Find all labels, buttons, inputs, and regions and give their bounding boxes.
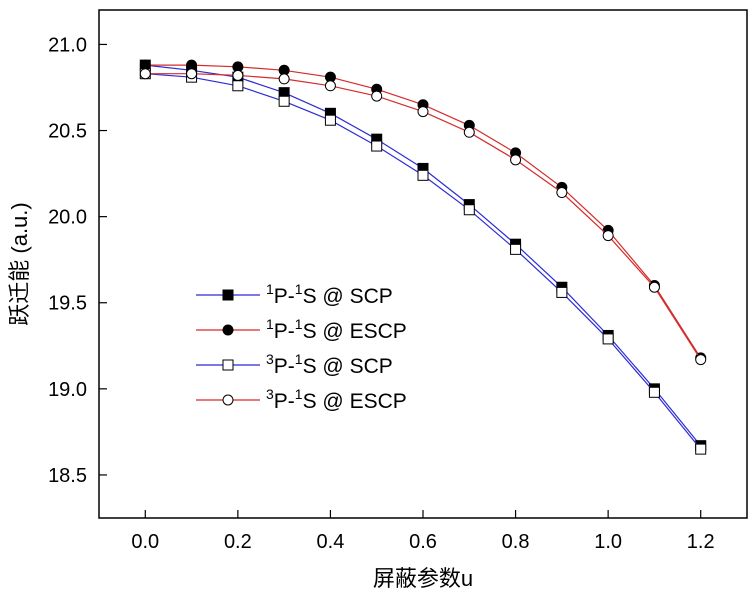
- data-point: [510, 154, 522, 166]
- data-point: [463, 126, 475, 138]
- data-point: [139, 68, 151, 80]
- legend-text: S @ ESCP: [303, 390, 407, 413]
- legend-superscript: 1: [295, 386, 303, 402]
- legend-superscript: 1: [295, 316, 303, 332]
- series-2: [139, 59, 707, 364]
- data-point: [556, 286, 568, 298]
- series-3: [139, 68, 707, 455]
- data-point: [371, 140, 383, 152]
- x-tick-label: 1.2: [687, 531, 715, 553]
- y-tick-label: 19.0: [48, 379, 87, 401]
- legend-label: 3P-1S @ ESCP: [266, 386, 407, 413]
- series-line: [145, 73, 702, 450]
- data-point: [417, 106, 429, 118]
- data-point: [695, 443, 707, 455]
- y-axis-title: 跃迁能 (a.u.): [7, 202, 32, 325]
- y-tick-label: 19.5: [48, 293, 87, 315]
- data-point: [232, 69, 244, 81]
- data-point: [602, 333, 614, 345]
- legend-superscript: 1: [295, 351, 303, 367]
- series-line: [145, 64, 702, 447]
- legend-text: P-: [274, 355, 295, 378]
- x-axis-title: 屏蔽参数u: [373, 566, 473, 591]
- data-point: [186, 68, 198, 80]
- data-point: [222, 289, 234, 301]
- legend-superscript: 1: [266, 316, 274, 332]
- legend-superscript: 3: [266, 351, 274, 367]
- legend-superscript: 1: [266, 281, 274, 297]
- legend-text: P-: [274, 320, 295, 343]
- data-point: [222, 324, 234, 336]
- data-point: [324, 80, 336, 92]
- x-tick-label: 1.0: [594, 531, 622, 553]
- legend-text: S @ SCP: [303, 355, 393, 378]
- legend-label: 1P-1S @ ESCP: [266, 316, 407, 343]
- data-point: [222, 394, 234, 406]
- data-point: [371, 90, 383, 102]
- legend-text: P-: [274, 285, 295, 308]
- legend-label: 3P-1S @ SCP: [266, 351, 393, 378]
- data-point: [556, 187, 568, 199]
- data-point: [648, 281, 660, 293]
- y-tick-label: 21.0: [48, 34, 87, 56]
- legend-item: 1P-1S @ ESCP: [196, 316, 407, 343]
- data-point: [602, 230, 614, 242]
- data-point: [324, 114, 336, 126]
- y-tick-label: 20.5: [48, 121, 87, 143]
- legend-text: S @ ESCP: [303, 320, 407, 343]
- data-point: [417, 169, 429, 181]
- legend-text: S @ SCP: [303, 285, 393, 308]
- x-tick-label: 0.8: [502, 531, 530, 553]
- data-point: [222, 359, 234, 371]
- legend-item: 3P-1S @ ESCP: [196, 386, 407, 413]
- data-point: [510, 243, 522, 255]
- data-point: [232, 80, 244, 92]
- series-layer: [139, 59, 707, 455]
- x-tick-label: 0.2: [224, 531, 252, 553]
- legend-label: 1P-1S @ SCP: [266, 281, 393, 308]
- data-point: [278, 95, 290, 107]
- x-tick-label: 0.0: [131, 531, 159, 553]
- y-tick-label: 18.5: [48, 465, 87, 487]
- legend-item: 1P-1S @ SCP: [196, 281, 393, 308]
- legend-item: 3P-1S @ SCP: [196, 351, 393, 378]
- data-point: [695, 354, 707, 366]
- x-tick-label: 0.4: [317, 531, 345, 553]
- y-tick-label: 20.0: [48, 207, 87, 229]
- y-axis: 18.5 19.0 19.5 20.0 20.5 21.0: [48, 34, 107, 487]
- x-axis: 0.0 0.2 0.4 0.6 0.8 1.0 1.2: [131, 510, 715, 553]
- data-point: [278, 73, 290, 85]
- legend-superscript: 1: [295, 281, 303, 297]
- legend-text: P-: [274, 390, 295, 413]
- series-4: [139, 68, 707, 366]
- x-tick-label: 0.6: [409, 531, 437, 553]
- data-point: [648, 386, 660, 398]
- data-point: [463, 204, 475, 216]
- plot-frame: [98, 9, 748, 519]
- series-1: [139, 59, 707, 452]
- legend-superscript: 3: [266, 386, 274, 402]
